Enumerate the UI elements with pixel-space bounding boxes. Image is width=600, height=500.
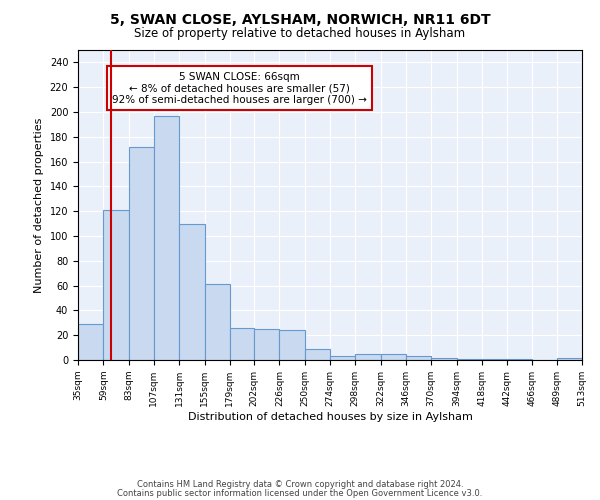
Bar <box>254 329 280 360</box>
Bar <box>380 354 406 360</box>
Bar <box>280 330 305 360</box>
Bar <box>330 356 355 360</box>
Bar <box>78 324 103 360</box>
Y-axis label: Number of detached properties: Number of detached properties <box>34 118 44 292</box>
Text: Size of property relative to detached houses in Aylsham: Size of property relative to detached ho… <box>134 28 466 40</box>
Text: 5, SWAN CLOSE, AYLSHAM, NORWICH, NR11 6DT: 5, SWAN CLOSE, AYLSHAM, NORWICH, NR11 6D… <box>110 12 490 26</box>
Text: 5 SWAN CLOSE: 66sqm
← 8% of detached houses are smaller (57)
92% of semi-detache: 5 SWAN CLOSE: 66sqm ← 8% of detached hou… <box>112 72 367 105</box>
Bar <box>205 284 230 360</box>
Bar <box>103 210 128 360</box>
Bar <box>305 349 330 360</box>
Text: Contains HM Land Registry data © Crown copyright and database right 2024.: Contains HM Land Registry data © Crown c… <box>137 480 463 489</box>
Bar <box>230 328 254 360</box>
Bar <box>355 354 380 360</box>
Bar <box>431 358 457 360</box>
X-axis label: Distribution of detached houses by size in Aylsham: Distribution of detached houses by size … <box>188 412 472 422</box>
Bar <box>128 146 154 360</box>
Bar <box>406 356 431 360</box>
Text: Contains public sector information licensed under the Open Government Licence v3: Contains public sector information licen… <box>118 488 482 498</box>
Bar <box>482 359 507 360</box>
Bar <box>179 224 205 360</box>
Bar <box>154 116 179 360</box>
Bar <box>457 359 482 360</box>
Bar <box>557 358 582 360</box>
Bar <box>507 359 532 360</box>
